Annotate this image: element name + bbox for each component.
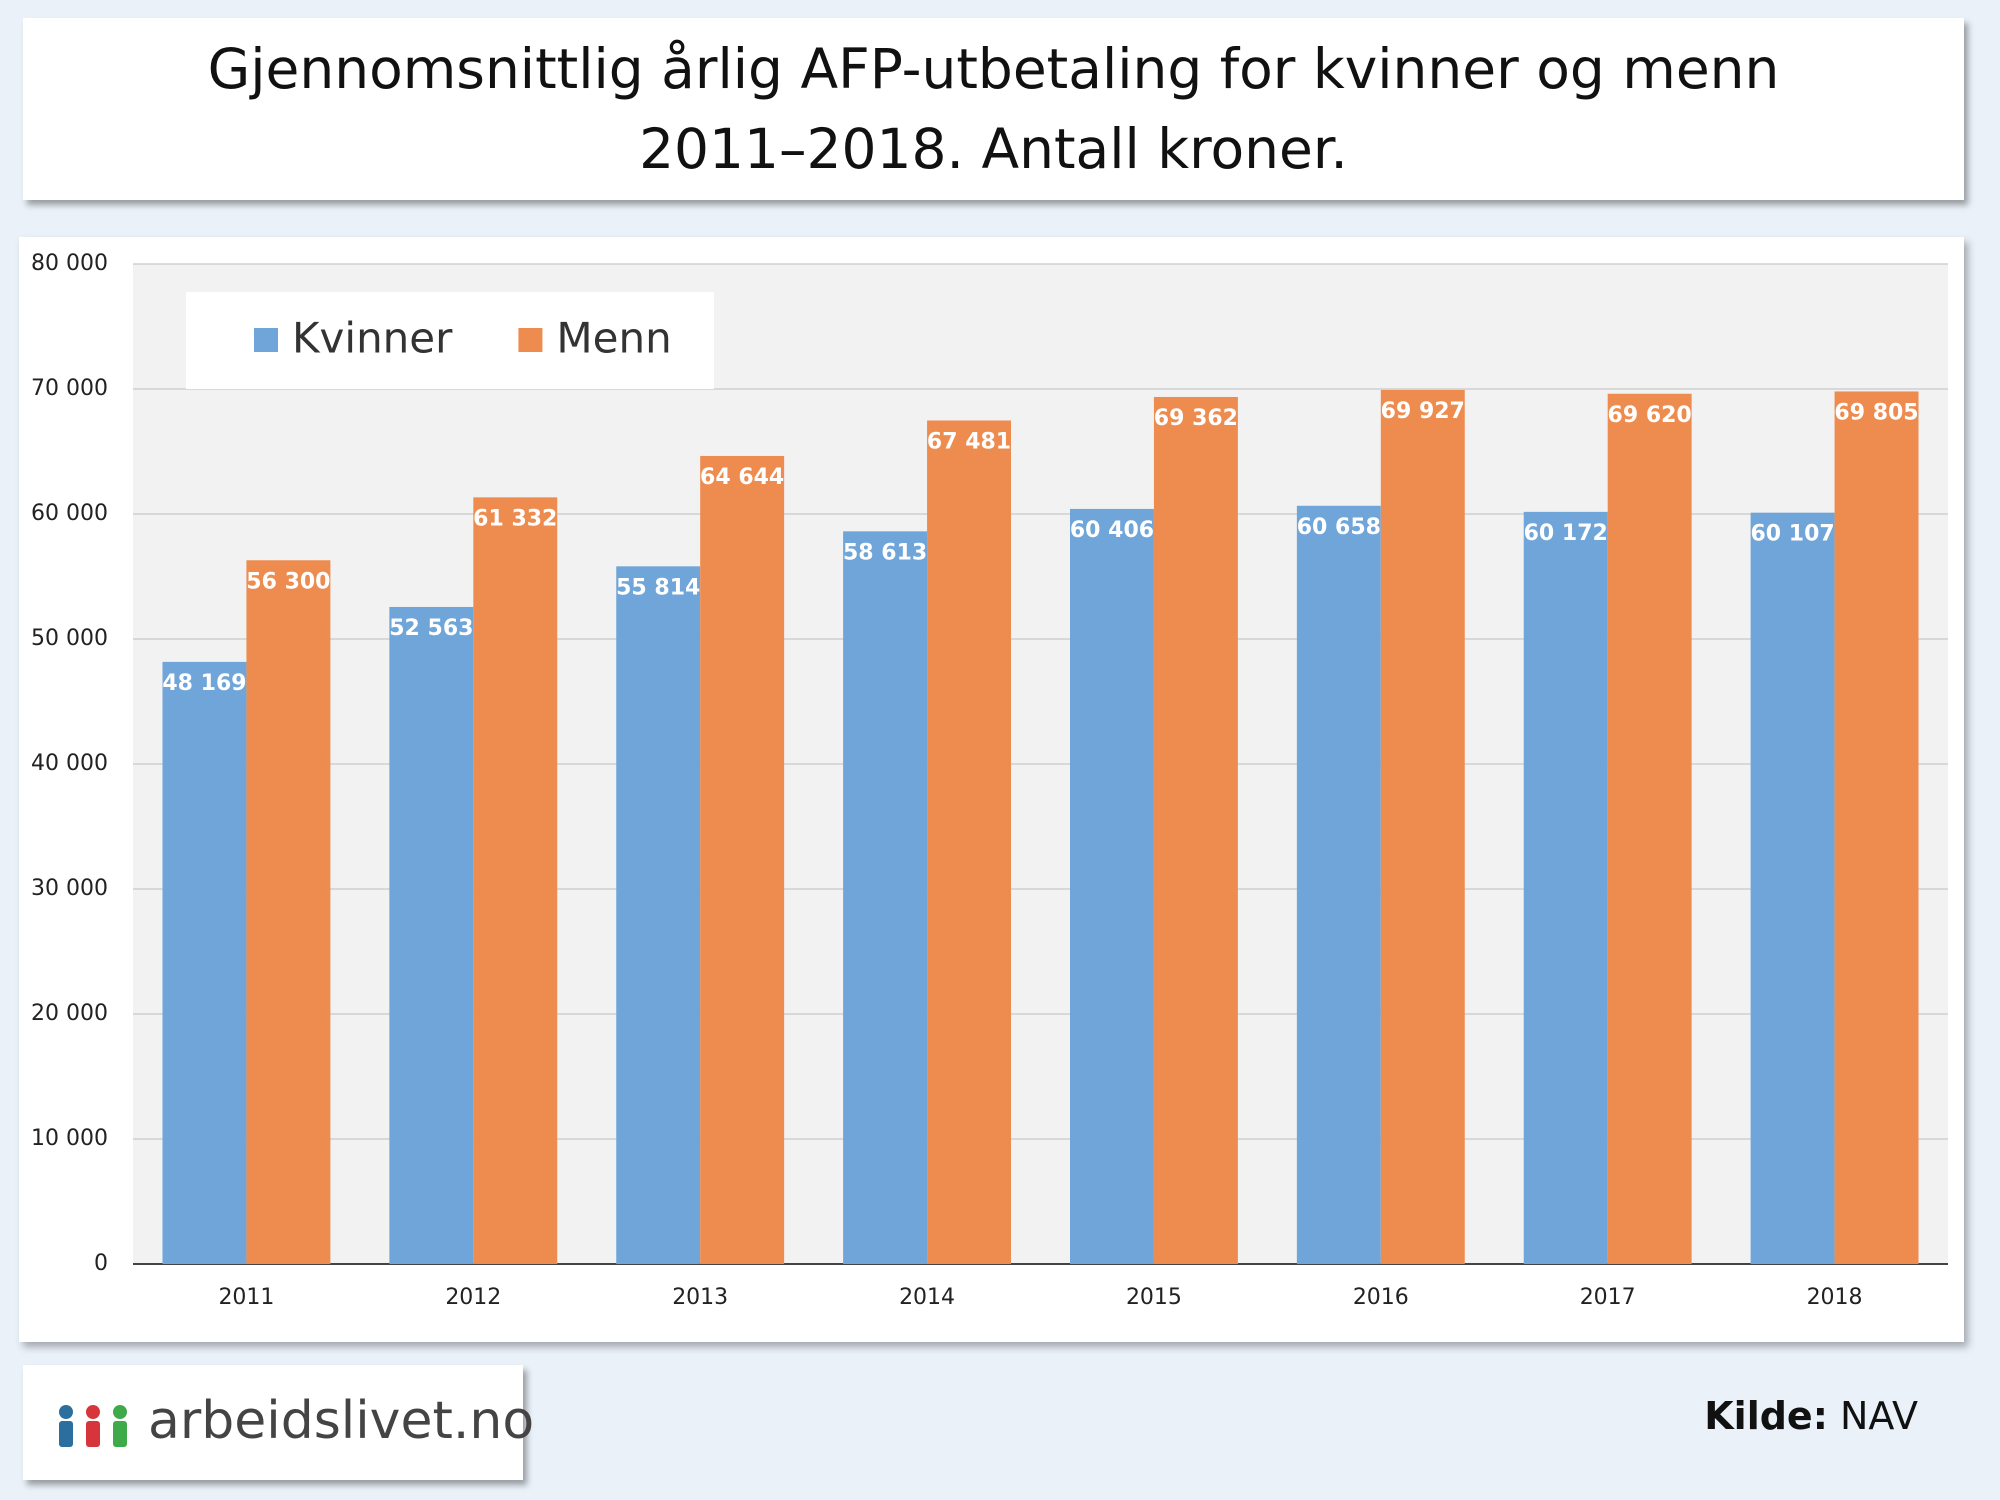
logo: arbeidslivet.no bbox=[23, 1365, 534, 1480]
y-tick-label: 70 000 bbox=[31, 376, 108, 401]
y-tick-label: 60 000 bbox=[31, 501, 108, 526]
bar bbox=[246, 560, 331, 1264]
y-tick-label: 30 000 bbox=[31, 876, 108, 901]
source: Kilde: NAV bbox=[1704, 1394, 1918, 1438]
data-label: 64 644 bbox=[700, 465, 784, 490]
bar bbox=[616, 566, 701, 1264]
legend-label: Menn bbox=[556, 314, 671, 363]
data-label: 69 620 bbox=[1608, 403, 1692, 428]
x-tick-label: 2017 bbox=[1580, 1285, 1636, 1310]
data-label: 69 927 bbox=[1381, 399, 1465, 424]
title-box: Gjennomsnittlig årlig AFP-utbetaling for… bbox=[23, 18, 1964, 200]
bar bbox=[389, 606, 474, 1264]
data-label: 58 613 bbox=[843, 540, 927, 565]
y-tick-label: 40 000 bbox=[31, 751, 108, 776]
x-tick-label: 2018 bbox=[1807, 1285, 1863, 1310]
data-label: 48 169 bbox=[162, 671, 246, 696]
bar bbox=[927, 420, 1012, 1264]
data-label: 60 658 bbox=[1297, 515, 1381, 540]
x-tick-label: 2012 bbox=[445, 1285, 501, 1310]
data-label: 61 332 bbox=[473, 506, 557, 531]
bar bbox=[1069, 508, 1154, 1264]
x-tick-label: 2015 bbox=[1126, 1285, 1182, 1310]
x-tick-label: 2016 bbox=[1353, 1285, 1409, 1310]
bar bbox=[1834, 391, 1919, 1264]
data-label: 56 300 bbox=[246, 569, 330, 594]
x-tick-label: 2013 bbox=[672, 1285, 728, 1310]
logo-text: arbeidslivet.no bbox=[148, 1391, 535, 1451]
bar bbox=[700, 455, 785, 1264]
chart-title: Gjennomsnittlig årlig AFP-utbetaling for… bbox=[207, 37, 1780, 181]
bar bbox=[1607, 393, 1692, 1264]
source-label: Kilde: bbox=[1704, 1394, 1828, 1438]
bar bbox=[1296, 505, 1381, 1264]
bar bbox=[1523, 511, 1608, 1265]
bar bbox=[1380, 389, 1465, 1265]
data-label: 52 563 bbox=[389, 616, 473, 641]
logo-icon bbox=[59, 1405, 127, 1447]
data-label: 69 805 bbox=[1834, 400, 1918, 425]
legend-swatch bbox=[254, 328, 278, 352]
data-label: 60 172 bbox=[1524, 521, 1608, 546]
legend-label: Kvinner bbox=[292, 314, 453, 363]
data-label: 69 362 bbox=[1154, 406, 1238, 431]
bar bbox=[162, 661, 247, 1264]
y-tick-label: 50 000 bbox=[31, 626, 108, 651]
data-label: 60 107 bbox=[1750, 522, 1834, 547]
y-tick-label: 80 000 bbox=[31, 251, 108, 276]
y-tick-label: 0 bbox=[94, 1251, 108, 1276]
y-tick-label: 20 000 bbox=[31, 1001, 108, 1026]
legend-swatch bbox=[518, 328, 543, 352]
x-tick-label: 2011 bbox=[218, 1285, 274, 1310]
bar bbox=[843, 531, 928, 1264]
source-value: NAV bbox=[1840, 1394, 1918, 1438]
data-label: 55 814 bbox=[616, 575, 700, 600]
bar bbox=[473, 497, 558, 1265]
bar bbox=[1153, 396, 1238, 1265]
data-label: 67 481 bbox=[927, 429, 1011, 454]
bar bbox=[1750, 512, 1835, 1264]
y-tick-label: 10 000 bbox=[31, 1126, 108, 1151]
x-tick-label: 2014 bbox=[899, 1285, 955, 1310]
data-label: 60 406 bbox=[1070, 518, 1154, 543]
